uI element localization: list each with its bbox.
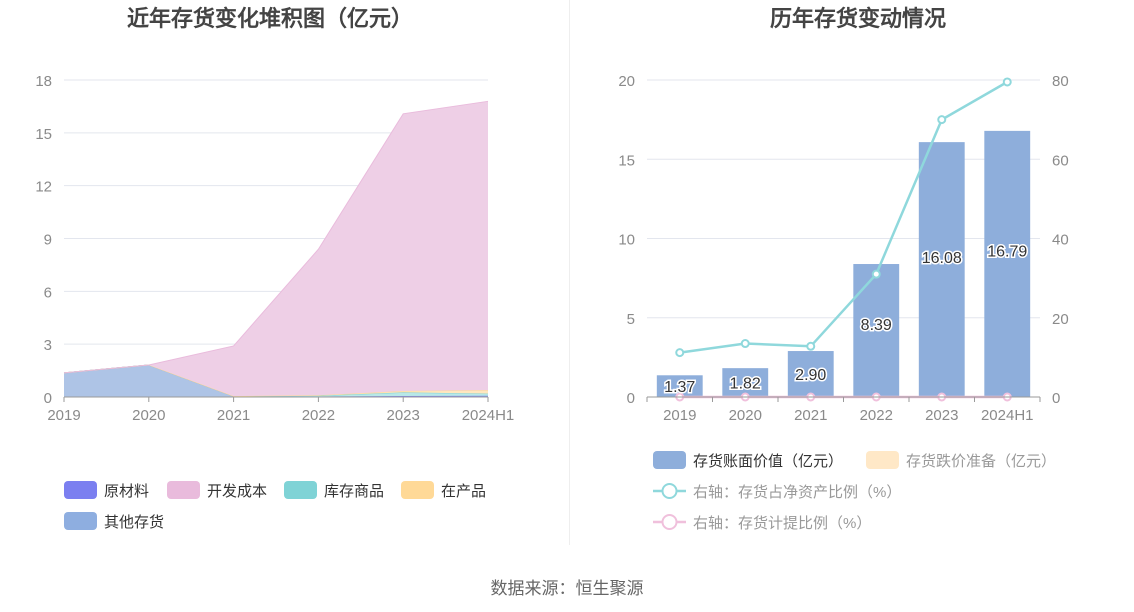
- left-y-tick-label: 18: [35, 73, 52, 90]
- inventory-bar: [787, 351, 834, 397]
- right-y-tick-label: 5: [627, 311, 635, 328]
- ratio-point: [740, 339, 750, 349]
- right-y2-tick-label: 80: [1052, 73, 1069, 90]
- left-y-tick-label: 9: [44, 232, 52, 249]
- left-legend-swatch: [284, 481, 317, 499]
- left-y-tick-label: 0: [44, 390, 52, 407]
- left-x-tick-label: 2021: [217, 407, 250, 424]
- left-legend-swatch: [167, 481, 200, 499]
- inventory-bar: [918, 142, 965, 397]
- left-legend-label: 库存商品: [324, 483, 384, 500]
- right-gridlines: [647, 79, 1040, 319]
- right-x-tick-label: 2022: [860, 407, 893, 424]
- right-y2-tick-label: 40: [1052, 232, 1069, 249]
- bar-value-label: 2.90: [795, 367, 826, 384]
- left-x-tick-label: 2022: [302, 407, 335, 424]
- inventory-bar: [722, 368, 769, 397]
- left-x-tick-label: 2024H1: [462, 407, 515, 424]
- left-x-tick-label: 2023: [387, 407, 420, 424]
- left-area-1: [64, 101, 488, 397]
- bar-value-label: 1.82: [730, 376, 761, 393]
- right-x-tick-label: 2021: [794, 407, 827, 424]
- right-legend-marker: [661, 483, 678, 499]
- data-source-note: 数据来源：恒生聚源: [490, 579, 644, 598]
- right-x-tick-label: 2023: [925, 407, 958, 424]
- right-legend[interactable]: 存货账面价值（亿元） 存货跌价准备（亿元） 右轴：存货占净资产比例（%） 右轴：存货计…: [653, 451, 1056, 532]
- left-legend-label: 在产品: [441, 483, 486, 500]
- left-x-tick-label: 2020: [132, 407, 165, 424]
- left-area-line-1: [63, 100, 489, 374]
- right-y-tick-label: 0: [627, 390, 635, 407]
- left-legend-swatch: [401, 481, 434, 499]
- right-x-tick-label: 2024H1: [981, 407, 1034, 424]
- ratio-point: [871, 269, 881, 279]
- inventory-bar: [656, 375, 703, 397]
- left-x-tick-label: 2019: [47, 407, 80, 424]
- right-legend-swatch: [866, 451, 899, 469]
- left-chart-title: 近年存货变化堆积图（亿元）: [127, 6, 413, 31]
- bar-value-label: 16.79: [987, 244, 1027, 261]
- panel-divider: [569, 0, 570, 545]
- left-legend-label: 开发成本: [207, 483, 267, 500]
- stacked-area-chart: 近年存货变化堆积图（亿元） 0 3 6 9 12 15 18 2019 2020 2021 2022…: [35, 6, 514, 531]
- left-y-tick-label: 15: [35, 126, 52, 143]
- right-y2-tick-label: 60: [1052, 152, 1069, 169]
- right-legend-marker: [661, 514, 678, 530]
- left-y-tick-label: 3: [44, 337, 52, 354]
- bar-value-label: 16.08: [922, 250, 962, 267]
- ratio-line: [679, 80, 1008, 354]
- right-bar-series: [656, 130, 1031, 398]
- bar-line-chart: 历年存货变动情况 1.37 1.82 2.90 8.39 16.08 16.79 0 5 10…: [618, 6, 1068, 532]
- inventory-bar: [984, 130, 1031, 398]
- ratio-point: [937, 115, 947, 125]
- left-area-series: [63, 100, 489, 398]
- left-y-tick-label: 6: [44, 284, 52, 301]
- left-legend-swatch: [64, 481, 97, 499]
- right-y-tick-label: 10: [618, 232, 635, 249]
- right-y-tick-label: 20: [618, 73, 635, 90]
- left-y-tick-label: 12: [35, 179, 52, 196]
- left-legend-label: 原材料: [104, 483, 149, 500]
- ratio-point: [1002, 77, 1012, 87]
- right-y-tick-label: 15: [618, 152, 635, 169]
- inventory-bar: [853, 264, 900, 397]
- left-legend-swatch: [64, 512, 97, 530]
- right-axes: 0 5 10 15 20 0 20 40 60 80 2019 2020 2021 2022 2023 202…: [618, 73, 1068, 424]
- right-chart-title: 历年存货变动情况: [770, 6, 946, 31]
- right-y2-tick-label: 20: [1052, 311, 1069, 328]
- right-x-tick-label: 2020: [729, 407, 762, 424]
- right-bar-labels: 1.37 1.82 2.90 8.39 16.08 16.79: [663, 242, 1029, 398]
- left-axes: 0 3 6 9 12 15 18 2019 2020 2021 2022 2023 2024H1: [35, 73, 514, 424]
- ratio-point: [675, 348, 685, 358]
- ratio-point: [806, 341, 816, 351]
- left-legend-label: 其他存货: [104, 514, 164, 531]
- right-legend-swatch: [653, 451, 686, 469]
- right-legend-label: 右轴：存货占净资产比例（%）: [693, 484, 901, 501]
- right-legend-label: 存货跌价准备（亿元）: [906, 453, 1056, 470]
- bar-value-label: 1.37: [664, 379, 695, 396]
- right-legend-label: 存货账面价值（亿元）: [693, 453, 843, 470]
- right-legend-label: 右轴：存货计提比例（%）: [693, 515, 871, 532]
- bar-value-label: 8.39: [861, 317, 892, 334]
- right-x-tick-label: 2019: [663, 407, 696, 424]
- right-y2-tick-label: 0: [1052, 390, 1060, 407]
- left-area-3: [64, 364, 488, 397]
